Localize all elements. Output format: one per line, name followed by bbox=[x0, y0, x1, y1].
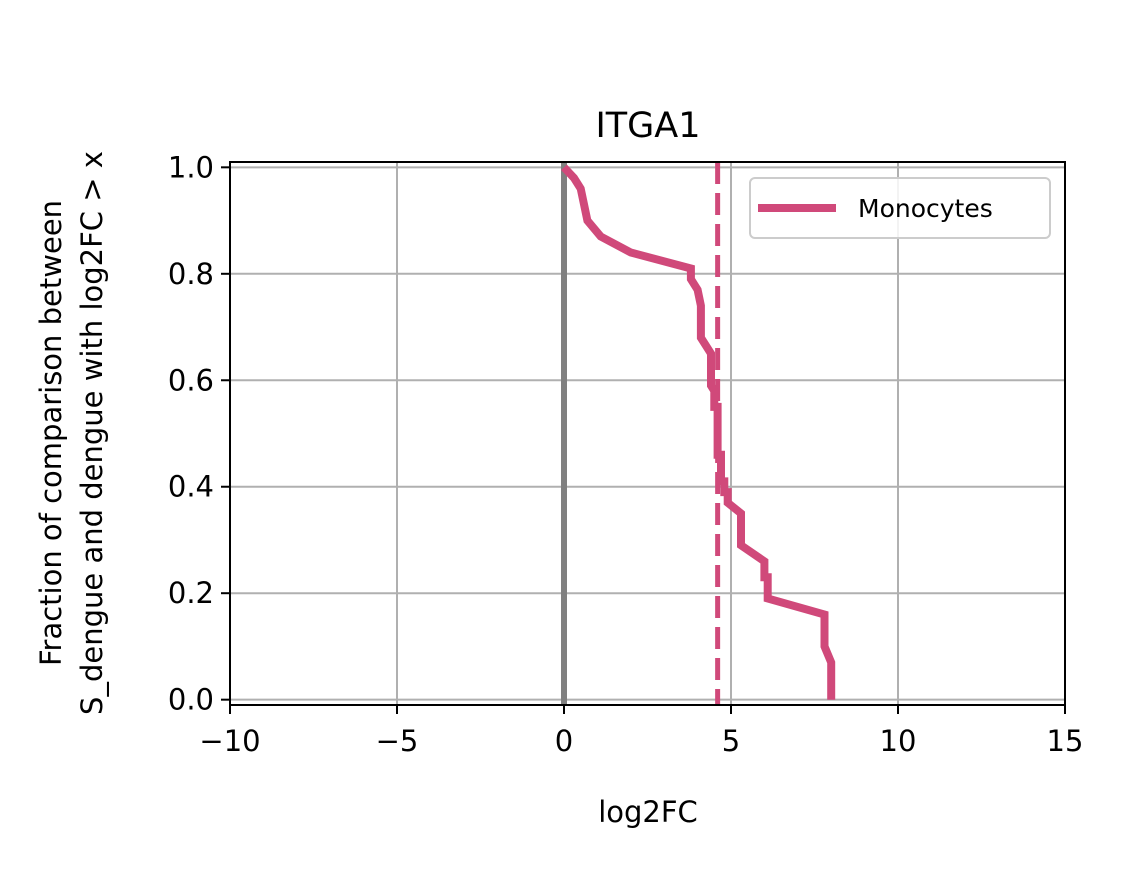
plot-frame bbox=[229, 161, 1066, 706]
x-axis-label: log2FC bbox=[598, 795, 698, 829]
x-tick-label: 15 bbox=[1047, 724, 1084, 758]
chart-title: ITGA1 bbox=[595, 106, 700, 146]
series-line-monocytes bbox=[561, 164, 836, 700]
x-tick-label: −5 bbox=[376, 724, 419, 758]
y-axis-label-line-2: S_dengue and dengue with log2FC > x bbox=[75, 151, 109, 715]
legend: Monocytes bbox=[749, 177, 1051, 239]
y-tick-label: 0.8 bbox=[168, 257, 214, 291]
y-tick-label: 0.2 bbox=[168, 576, 214, 610]
series-layer bbox=[561, 164, 836, 700]
y-tick-label: 1.0 bbox=[168, 150, 214, 184]
x-tick-label: 5 bbox=[722, 724, 740, 758]
y-tick-label: 0.6 bbox=[168, 363, 214, 397]
y-axis-label-line-1: Fraction of comparison between bbox=[34, 200, 68, 666]
legend-box bbox=[749, 177, 1051, 239]
y-tick-label: 0.0 bbox=[168, 683, 214, 717]
y-tick-label: 0.4 bbox=[168, 470, 214, 504]
y-axis-ticks: 0.0 0.2 0.4 0.6 0.8 1.0 bbox=[168, 150, 230, 717]
x-axis-ticks: −10 −5 0 5 10 15 bbox=[199, 705, 1083, 758]
x-tick-label: 10 bbox=[880, 724, 917, 758]
x-tick-label: −10 bbox=[199, 724, 260, 758]
x-tick-label: 0 bbox=[555, 724, 573, 758]
legend-label-monocytes: Monocytes bbox=[858, 194, 993, 223]
reference-lines bbox=[561, 162, 721, 705]
